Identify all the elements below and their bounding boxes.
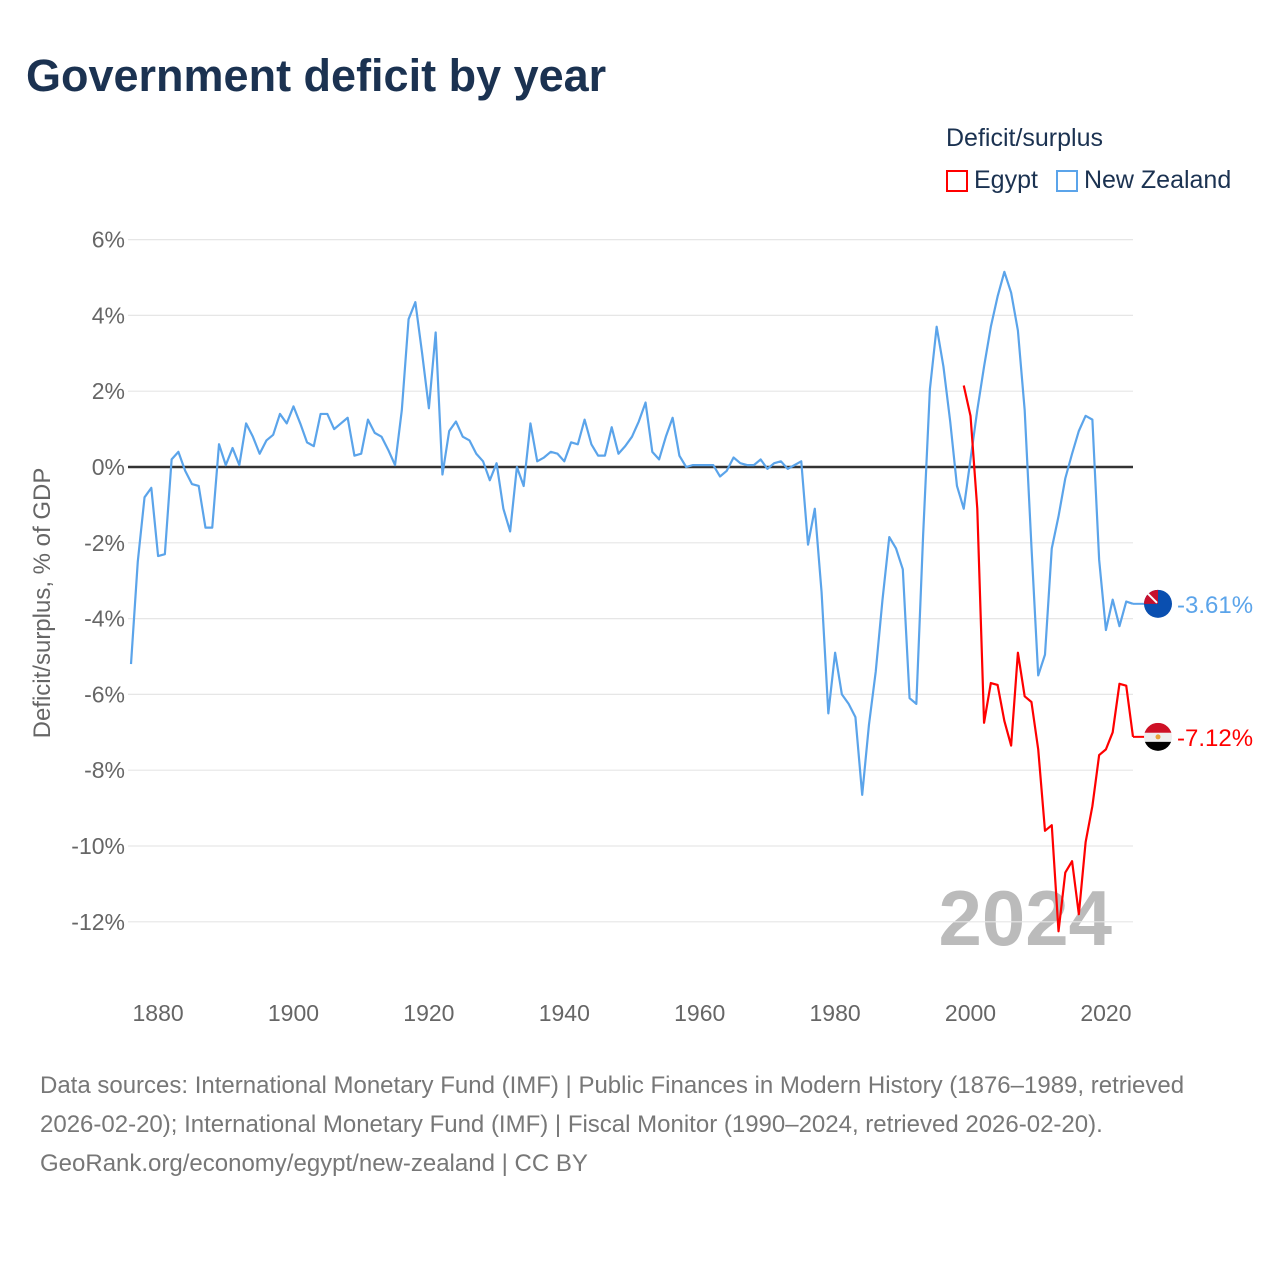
x-tick-label: 1880 — [132, 1000, 183, 1026]
legend-item-new-zealand[interactable]: New Zealand — [1055, 166, 1232, 195]
flag-cross — [1147, 593, 1158, 604]
flag-emblem — [1155, 734, 1161, 740]
series-line-new-zealand — [129, 270, 1134, 796]
chart-plot: Deficit/surplus, % of GDP 2024 6% 4% 2% 0% -… — [29, 227, 1253, 1026]
y-tick-label: 2% — [92, 378, 125, 404]
x-tick-label: 2020 — [1080, 1000, 1131, 1026]
y-tick-label: 6% — [92, 227, 125, 253]
x-tick-label: 1940 — [539, 1000, 590, 1026]
end-label-egypt: -7.12% — [1177, 725, 1253, 752]
legend-title: Deficit/surplus — [946, 124, 1103, 152]
flag-stripe — [1144, 741, 1172, 751]
legend-swatch-new-zealand — [1055, 169, 1078, 192]
year-watermark: 2024 — [938, 874, 1112, 962]
data-sources: Data sources: International Monetary Fun… — [40, 1072, 1185, 1138]
flag-stripe — [1144, 722, 1172, 733]
x-tick-label: 2000 — [945, 1000, 996, 1026]
legend-label-egypt: Egypt — [974, 166, 1038, 194]
x-tick-label: 1980 — [810, 1000, 861, 1026]
x-tick-label: 1920 — [403, 1000, 454, 1026]
legend-swatch-egypt — [946, 169, 968, 192]
source-link[interactable]: GeoRank.org/economy/egypt/new-zealand | … — [40, 1150, 588, 1177]
y-tick-label: -6% — [84, 681, 125, 707]
legend: Egypt New Zealand — [946, 166, 1231, 195]
y-tick-label: -12% — [71, 909, 125, 935]
end-label-new-zealand: -3.61% — [1177, 592, 1253, 619]
flag-icon-new-zealand — [1144, 589, 1172, 618]
chart-title: Government deficit by year — [26, 50, 607, 101]
y-axis-label: Deficit/surplus, % of GDP — [29, 468, 56, 739]
footer: Data sources: International Monetary Fun… — [40, 1066, 1240, 1183]
y-tick-label: 0% — [92, 454, 125, 480]
series-line-egypt — [962, 385, 1135, 933]
legend-item-egypt[interactable]: Egypt — [946, 166, 1038, 195]
x-tick-label: 1960 — [674, 1000, 725, 1026]
y-tick-label: -4% — [84, 606, 125, 632]
y-tick-label: -8% — [84, 757, 125, 783]
y-tick-label: 4% — [92, 302, 125, 328]
legend-label-new-zealand: New Zealand — [1083, 166, 1232, 194]
x-tick-label: 1900 — [268, 1000, 319, 1026]
y-tick-label: -10% — [71, 833, 125, 859]
y-tick-label: -2% — [84, 530, 125, 556]
flag-icon-egypt — [1144, 722, 1172, 751]
